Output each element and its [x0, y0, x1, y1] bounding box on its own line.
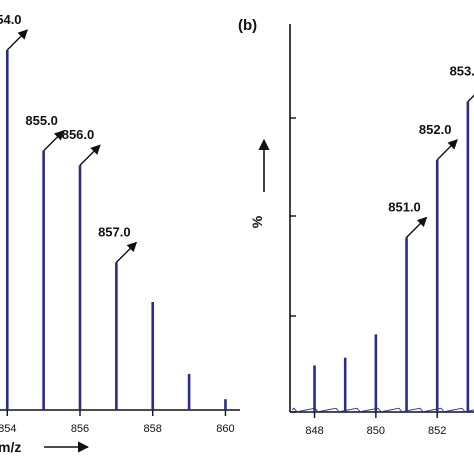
panel-a-peak-arrow [43, 130, 65, 152]
panel-b-peak-label: 852.0 [419, 122, 452, 137]
panel-a-peak-arrow [6, 29, 28, 51]
panel-b-peak-arrow [467, 94, 474, 103]
panel-b-y-axis-title: % [249, 138, 270, 228]
panel-b-noise-trace [291, 407, 474, 413]
panel-b-label: (b) [238, 17, 257, 34]
panel-a-peak-label: 854.0 [0, 12, 22, 27]
panel-b-peak-arrow [406, 216, 428, 238]
panel-a-x-tick-label: 856 [71, 423, 89, 435]
panel-b-baseline-noise [291, 407, 474, 413]
panel-b-x-tick-label: 848 [305, 425, 323, 437]
panel-a-x-ticks: 854 856 858 860 [0, 410, 235, 435]
panel-a-peak-label: 856.0 [62, 127, 95, 142]
panel-a-peak-label: 857.0 [98, 224, 131, 239]
panel-b: (b) 848 850 852 851.0 852.0 853.0 % [238, 17, 474, 437]
panel-b-y-ticks [290, 117, 296, 413]
panel-b-peak-label: 851.0 [388, 199, 421, 214]
panel-a-peak-label: 855.0 [25, 113, 58, 128]
panel-a-x-label: m/z [0, 439, 21, 455]
panel-b-peak-label: 853.0 [450, 64, 474, 79]
panel-a-peak-arrow [115, 241, 138, 263]
panel-b-peak-arrow [436, 139, 458, 161]
panel-a-peak-arrow [79, 144, 101, 166]
panel-b-y-label: % [249, 215, 265, 228]
panel-b-x-ticks: 848 850 852 [305, 412, 446, 437]
panel-b-x-tick-label: 852 [428, 425, 446, 437]
panel-a: 854 856 858 860 854.0 855.0 856.0 857.0 m/z [0, 12, 240, 455]
panel-b-x-tick-label: 850 [367, 425, 385, 437]
panel-a-x-tick-label: 860 [216, 423, 234, 435]
panel-a-x-tick-label: 858 [144, 423, 162, 435]
panel-b-peaks: 851.0 852.0 853.0 [313, 64, 474, 412]
panel-a-x-axis-title: m/z [0, 439, 90, 455]
panel-a-peaks: 854.0 855.0 856.0 857.0 [0, 12, 227, 410]
panel-a-x-tick-label: 854 [0, 423, 16, 435]
